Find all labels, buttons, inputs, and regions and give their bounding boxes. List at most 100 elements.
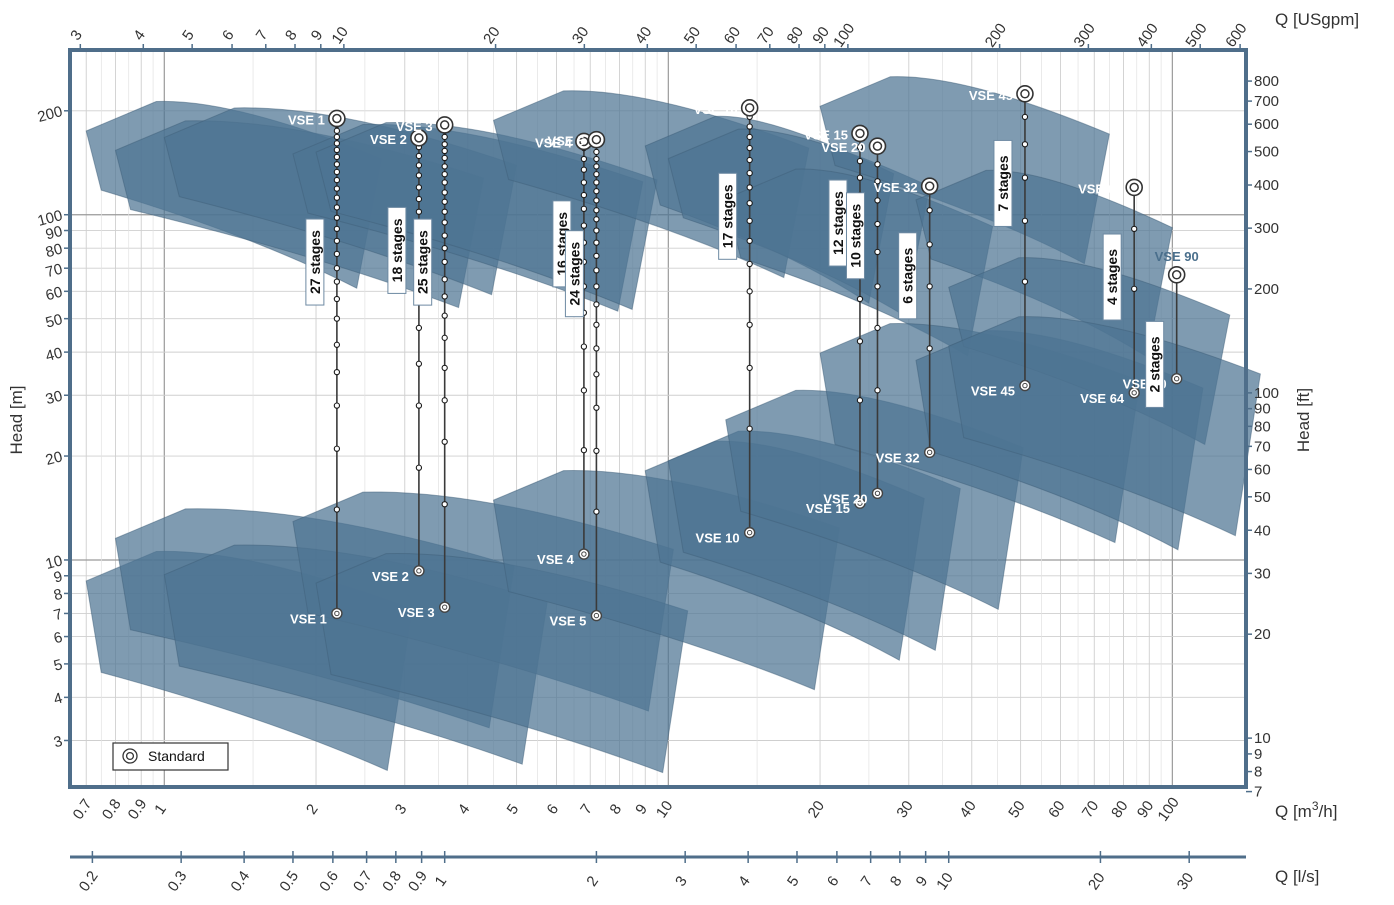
- standard-marker: [851, 124, 869, 143]
- min-stage-marker: [438, 601, 451, 613]
- stage-dot: [441, 171, 448, 178]
- stage-dot: [333, 315, 341, 322]
- ls-tick-label: 10: [933, 870, 956, 893]
- stages-label: 17 stages: [720, 184, 736, 248]
- ls-tick-label: 0.5: [276, 868, 302, 895]
- y-tick-label: 100: [36, 207, 65, 230]
- x-tick-label: 0.7: [70, 796, 96, 823]
- x-tick-label: 4: [455, 801, 474, 818]
- stage-dot: [746, 169, 753, 177]
- stage-dot: [441, 397, 448, 404]
- stage-dot: [746, 364, 753, 372]
- stage-dot: [593, 163, 600, 170]
- usgpm-tick-label: 50: [681, 24, 704, 47]
- min-stage-marker: [413, 565, 425, 577]
- usgpm-axis-title: Q [USgpm]: [1275, 10, 1359, 29]
- stage-dot: [333, 237, 341, 245]
- stages-label: 24 stages: [566, 242, 582, 306]
- stage-dot: [441, 312, 448, 319]
- ls-tick-label: 4: [735, 873, 754, 890]
- usgpm-tick-label: 6: [219, 27, 238, 44]
- stage-dot: [441, 141, 448, 148]
- usgpm-tick-label: 5: [179, 27, 198, 44]
- ft-tick-label: 40: [1254, 522, 1271, 539]
- stage-dot: [441, 276, 448, 283]
- stages-box: [387, 206, 407, 294]
- stage-dot: [874, 248, 881, 256]
- stage-dot: [415, 184, 423, 191]
- stage-dot: [746, 184, 753, 191]
- standard-marker-inner: [1129, 182, 1139, 193]
- stage-dot: [580, 343, 588, 350]
- x-tick-label: 2: [303, 801, 322, 818]
- min-stage-marker-inner: [857, 500, 863, 506]
- stages-box: [718, 172, 738, 260]
- ls-tick-label: 6: [824, 873, 843, 890]
- stage-dot: [441, 154, 448, 162]
- stage-dot: [333, 402, 341, 409]
- y-tick-label: 20: [44, 448, 65, 469]
- series-label-top: VSE 45: [969, 88, 1013, 103]
- stage-dot: [593, 447, 600, 455]
- stage-dot: [333, 127, 341, 134]
- stage-dot: [415, 152, 423, 160]
- series-label-top: VSE 5: [548, 134, 585, 149]
- standard-marker-inner: [924, 181, 935, 191]
- y-tick-label: 3: [52, 733, 64, 752]
- standard-marker-inner: [591, 134, 602, 145]
- ft-tick-label: 500: [1254, 144, 1279, 161]
- stage-dot: [415, 464, 423, 471]
- stage-dot: [1021, 174, 1029, 181]
- y-tick-label: 5: [52, 656, 64, 675]
- standard-marker-inner: [1020, 89, 1030, 99]
- usgpm-tick-label: 100: [830, 20, 858, 50]
- series-labels: VSE 1 VSE 1 27 stages VSE 2 VSE 2 18 stages VS…: [288, 88, 1199, 629]
- usgpm-tick-label: 10: [328, 24, 351, 47]
- stage-dot: [333, 225, 341, 233]
- stage-dot: [333, 214, 341, 221]
- stage-dot: [593, 155, 600, 163]
- ft-tick-label: 60: [1254, 461, 1271, 478]
- stage-dot: [856, 143, 864, 151]
- head-m-axis-title: Head [m]: [7, 386, 26, 455]
- stage-dot: [874, 387, 881, 394]
- ls-axis-title: Q [l/s]: [1275, 867, 1319, 886]
- stage-dot: [746, 156, 753, 164]
- stage-dot: [856, 338, 864, 345]
- min-stage-marker-inner: [593, 612, 600, 619]
- stage-dot: [926, 283, 933, 290]
- standard-marker-inner: [332, 113, 342, 124]
- ft-tick-label: 20: [1254, 626, 1271, 643]
- ls-tick-label: 0.3: [165, 868, 191, 895]
- stage-dot: [746, 133, 753, 141]
- stage-dot: [874, 220, 881, 228]
- x-tick-label: 1: [151, 801, 170, 818]
- stage-dot: [593, 283, 600, 290]
- stage-dot: [333, 168, 341, 176]
- stage-dot: [1131, 225, 1138, 233]
- ls-tick-label: 9: [913, 873, 932, 890]
- ls-tick-label: 2: [583, 873, 602, 890]
- ft-tick-label: 600: [1254, 116, 1279, 133]
- standard-marker: [1125, 178, 1143, 197]
- stage-dot: [415, 324, 423, 332]
- standard-marker-inner: [744, 103, 755, 113]
- stage-dot: [333, 185, 341, 192]
- y-tick-label: 90: [44, 223, 65, 244]
- stage-dot: [926, 241, 933, 248]
- series-label-top: VSE 2: [370, 132, 407, 147]
- ls-tick-label: 0.8: [379, 868, 405, 895]
- series-label-bottom: VSE 15: [806, 501, 850, 516]
- stage-dot: [415, 195, 423, 203]
- ls-tick-label: 0.2: [76, 868, 102, 895]
- series-label-top: VSE 64: [1078, 181, 1123, 196]
- y-tick-label: 7: [52, 606, 64, 625]
- min-stage-marker: [923, 446, 936, 459]
- stage-dot: [333, 194, 341, 201]
- ls-tick-label: 30: [1174, 870, 1197, 893]
- m3h-axis-title: Q [m3/h]: [1275, 799, 1337, 821]
- stage-dot: [333, 506, 341, 513]
- series-label-top: VSE 32: [874, 180, 918, 195]
- stages-box: [305, 218, 325, 306]
- stage-dot: [593, 197, 600, 204]
